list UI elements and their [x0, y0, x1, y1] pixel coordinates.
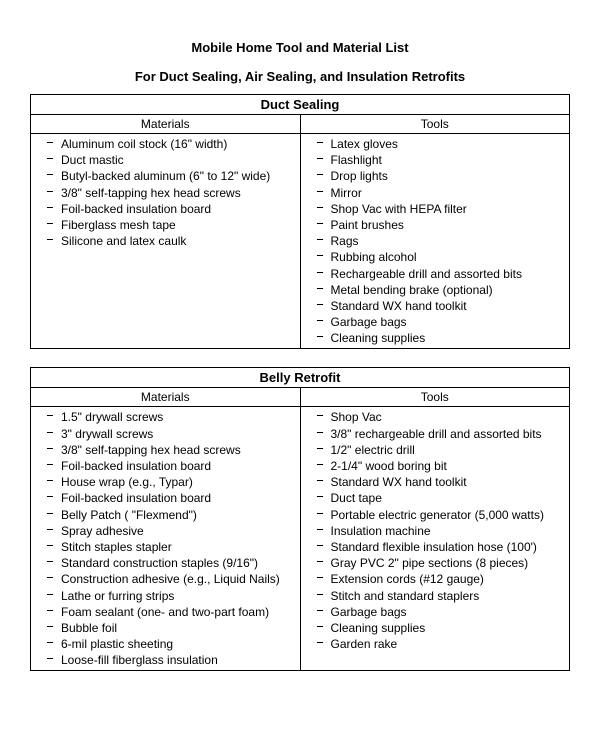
list-item: Stitch staples stapler	[47, 539, 296, 555]
materials-list: Aluminum coil stock (16" width)Duct mast…	[35, 136, 296, 249]
list-item: Duct tape	[317, 490, 566, 506]
list-item: Spray adhesive	[47, 523, 296, 539]
list-item: Foil-backed insulation board	[47, 201, 296, 217]
materials-cell: Aluminum coil stock (16" width)Duct mast…	[31, 134, 301, 349]
list-item: Lathe or furring strips	[47, 588, 296, 604]
list-item: 2-1/4" wood boring bit	[317, 458, 566, 474]
page-title: Mobile Home Tool and Material List	[30, 40, 570, 55]
list-item: Drop lights	[317, 168, 566, 184]
list-item: 1.5" drywall screws	[47, 409, 296, 425]
list-item: Belly Patch ( "Flexmend")	[47, 507, 296, 523]
list-item: Duct mastic	[47, 152, 296, 168]
tools-cell: Shop Vac3/8" rechargeable drill and asso…	[300, 407, 570, 671]
list-item: 3/8" self-tapping hex head screws	[47, 185, 296, 201]
section-heading: Duct Sealing	[31, 95, 570, 115]
tools-cell: Latex glovesFlashlightDrop lightsMirrorS…	[300, 134, 570, 349]
list-item: Silicone and latex caulk	[47, 233, 296, 249]
list-item: Butyl-backed aluminum (6" to 12" wide)	[47, 168, 296, 184]
list-item: Latex gloves	[317, 136, 566, 152]
list-item: Portable electric generator (5,000 watts…	[317, 507, 566, 523]
list-item: Standard construction staples (9/16")	[47, 555, 296, 571]
list-item: Garbage bags	[317, 604, 566, 620]
section-table-duct-sealing: Duct Sealing Materials Tools Aluminum co…	[30, 94, 570, 349]
list-item: Standard WX hand toolkit	[317, 474, 566, 490]
tools-header: Tools	[300, 115, 570, 134]
tools-list: Latex glovesFlashlightDrop lightsMirrorS…	[305, 136, 566, 346]
list-item: Shop Vac	[317, 409, 566, 425]
list-item: Garbage bags	[317, 314, 566, 330]
section-table-belly-retrofit: Belly Retrofit Materials Tools 1.5" dryw…	[30, 367, 570, 671]
list-item: Stitch and standard staplers	[317, 588, 566, 604]
list-item: 6-mil plastic sheeting	[47, 636, 296, 652]
list-item: Foil-backed insulation board	[47, 458, 296, 474]
list-item: 3" drywall screws	[47, 426, 296, 442]
page-subtitle: For Duct Sealing, Air Sealing, and Insul…	[30, 69, 570, 84]
list-item: House wrap (e.g., Typar)	[47, 474, 296, 490]
list-item: Gray PVC 2" pipe sections (8 pieces)	[317, 555, 566, 571]
list-item: Standard flexible insulation hose (100')	[317, 539, 566, 555]
materials-header: Materials	[31, 115, 301, 134]
list-item: Metal bending brake (optional)	[317, 282, 566, 298]
list-item: Fiberglass mesh tape	[47, 217, 296, 233]
list-item: Rags	[317, 233, 566, 249]
list-item: Garden rake	[317, 636, 566, 652]
list-item: Insulation machine	[317, 523, 566, 539]
list-item: Standard WX hand toolkit	[317, 298, 566, 314]
list-item: Rechargeable drill and assorted bits	[317, 266, 566, 282]
list-item: Mirror	[317, 185, 566, 201]
materials-header: Materials	[31, 388, 301, 407]
list-item: Foam sealant (one- and two-part foam)	[47, 604, 296, 620]
materials-cell: 1.5" drywall screws3" drywall screws3/8"…	[31, 407, 301, 671]
list-item: Flashlight	[317, 152, 566, 168]
list-item: Construction adhesive (e.g., Liquid Nail…	[47, 571, 296, 587]
list-item: Cleaning supplies	[317, 330, 566, 346]
list-item: Shop Vac with HEPA filter	[317, 201, 566, 217]
list-item: Paint brushes	[317, 217, 566, 233]
list-item: 1/2" electric drill	[317, 442, 566, 458]
list-item: Loose-fill fiberglass insulation	[47, 652, 296, 668]
list-item: Extension cords (#12 gauge)	[317, 571, 566, 587]
list-item: 3/8" self-tapping hex head screws	[47, 442, 296, 458]
section-heading: Belly Retrofit	[31, 368, 570, 388]
list-item: Cleaning supplies	[317, 620, 566, 636]
list-item: 3/8" rechargeable drill and assorted bit…	[317, 426, 566, 442]
list-item: Aluminum coil stock (16" width)	[47, 136, 296, 152]
list-item: Foil-backed insulation board	[47, 490, 296, 506]
materials-list: 1.5" drywall screws3" drywall screws3/8"…	[35, 409, 296, 668]
tools-header: Tools	[300, 388, 570, 407]
tools-list: Shop Vac3/8" rechargeable drill and asso…	[305, 409, 566, 652]
list-item: Bubble foil	[47, 620, 296, 636]
list-item: Rubbing alcohol	[317, 249, 566, 265]
